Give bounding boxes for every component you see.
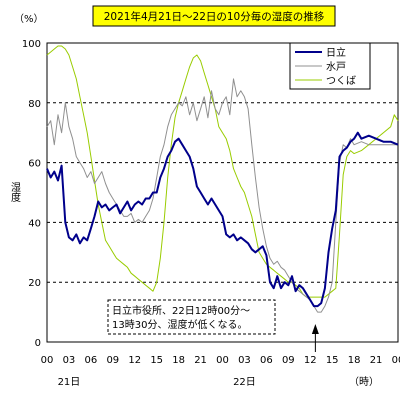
chart-title: 2021年4月21日～22日の10分毎の湿度の推移 <box>104 10 325 23</box>
x-tick-label: 15 <box>326 355 339 366</box>
x-tick-label: 18 <box>172 355 185 366</box>
x-tick-label: 06 <box>260 355 273 366</box>
day-label: 21日 <box>58 377 81 388</box>
x-tick-label: 12 <box>304 355 317 366</box>
y-tick-labels: 0 20 40 60 80 100 <box>22 39 41 349</box>
day-labels: 21日 22日 <box>58 377 256 388</box>
y-tick-label: 20 <box>28 278 41 289</box>
x-tick-label: 21 <box>370 355 383 366</box>
x-unit-label: （時） <box>349 376 379 388</box>
series-lines <box>46 45 399 313</box>
y-tick-label: 0 <box>35 338 41 349</box>
x-tick-label: 18 <box>348 355 361 366</box>
plot-frame <box>46 42 399 343</box>
x-tick-label: 15 <box>150 355 163 366</box>
series-line-tsukuba <box>46 45 399 298</box>
y-tick-label: 40 <box>28 218 41 229</box>
x-tick-label: 03 <box>63 355 76 366</box>
series-line-hitachi <box>46 131 399 308</box>
annotation: 日立市役所、22日12時00分～ 13時30分、湿度が低くなる。 <box>107 299 276 335</box>
y-axis-label: 湿度 <box>9 182 21 203</box>
legend: 日立 水戸 つくば <box>289 42 371 90</box>
y-unit-label: （%） <box>14 13 44 25</box>
x-tick-label: 00 <box>41 355 54 366</box>
x-tick-label: 00 <box>392 355 400 366</box>
y-tick-label: 80 <box>28 99 41 110</box>
annotation-line-2: 13時30分、湿度が低くなる。 <box>112 318 247 331</box>
x-tick-label: 12 <box>128 355 141 366</box>
y-tick-label: 100 <box>22 39 41 50</box>
x-tick-label: 03 <box>238 355 251 366</box>
day-label: 22日 <box>233 377 256 388</box>
arrow-head <box>311 324 319 334</box>
x-tick-label: 06 <box>85 355 98 366</box>
legend-label-mito: 水戸 <box>326 61 346 73</box>
x-tick-label: 00 <box>216 355 229 366</box>
annotation-arrow <box>311 324 319 352</box>
x-tick-labels: 00 03 06 09 12 15 18 21 00 03 06 09 12 15 18 21 00 <box>41 355 400 366</box>
annotation-box <box>107 299 276 335</box>
annotation-line-1: 日立市役所、22日12時00分～ <box>112 304 250 317</box>
legend-label-tsukuba: つくば <box>326 75 356 87</box>
series-line-mito <box>46 78 398 313</box>
x-tick-label: 09 <box>106 355 119 366</box>
y-tick-label: 60 <box>28 159 41 170</box>
x-tick-label: 21 <box>194 355 207 366</box>
x-tick-label: 09 <box>282 355 295 366</box>
legend-label-hitachi: 日立 <box>326 46 346 59</box>
title-box <box>92 5 336 27</box>
